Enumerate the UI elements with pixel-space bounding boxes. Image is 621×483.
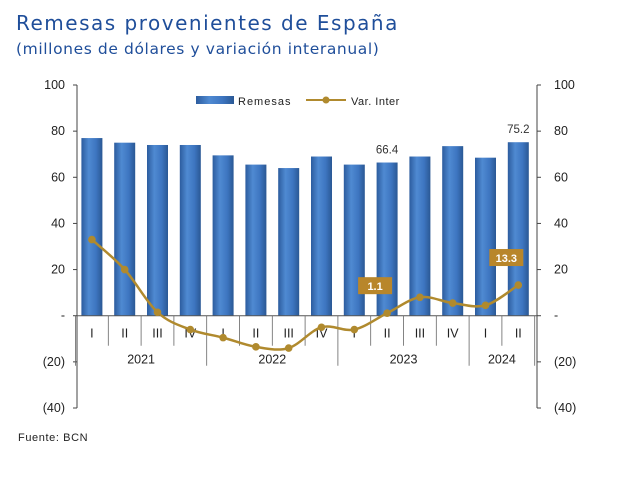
x-year-label: 2024 (488, 353, 516, 367)
legend-bar-swatch (196, 96, 234, 104)
bar (475, 157, 496, 316)
x-category-label: II (515, 327, 522, 341)
line-point (120, 265, 129, 274)
chart-title: Remesas provenientes de España (16, 11, 399, 35)
bar (245, 164, 267, 316)
bar (409, 156, 431, 316)
bar (114, 142, 136, 316)
line-point (350, 325, 359, 334)
x-category-label: I (221, 327, 224, 341)
y-left-tick-label: (20) (43, 355, 65, 369)
bar-data-label: 75.2 (507, 124, 529, 136)
x-year-label: 2023 (390, 353, 418, 367)
bar (507, 142, 529, 316)
x-category-label: II (384, 327, 391, 341)
line-data-label: 13.3 (496, 253, 517, 265)
y-right-tick-label: 60 (554, 170, 568, 184)
bar (147, 144, 168, 316)
x-category-label: II (252, 327, 259, 341)
bar (212, 155, 234, 316)
line-data-label-box (358, 277, 393, 295)
x-category-label: I (90, 327, 93, 341)
line-point (186, 325, 195, 334)
line-point (317, 323, 326, 332)
x-category-label: I (484, 327, 487, 341)
y-left-tick-label: 100 (44, 78, 65, 92)
bar (81, 138, 103, 316)
line-point (383, 309, 391, 317)
line-point (481, 301, 490, 310)
x-category-label: I (353, 327, 356, 341)
y-right-tick-label: 20 (554, 263, 568, 277)
y-right-tick-label: (20) (554, 355, 576, 369)
x-category-label: IV (447, 327, 459, 341)
y-left-tick-label: 40 (51, 216, 65, 230)
x-category-label: III (283, 327, 293, 341)
bar (179, 144, 201, 316)
bar (278, 168, 300, 316)
line-data-label-box (489, 249, 524, 267)
line-point (219, 333, 227, 342)
x-category-label: III (152, 327, 162, 341)
y-right-tick-label: 100 (554, 78, 575, 92)
line-point (448, 299, 457, 307)
x-category-label: IV (316, 327, 328, 341)
line-data-label: 1.1 (367, 281, 382, 293)
y-left-tick-label: - (61, 309, 65, 323)
y-left-tick-label: 60 (51, 170, 65, 184)
bar (442, 146, 464, 316)
legend: Remesas Var. Inter (196, 96, 400, 108)
legend-bar-label: Remesas (238, 96, 291, 108)
line-point (284, 344, 293, 352)
y-left-tick-label: 80 (51, 124, 65, 138)
bar (311, 156, 332, 316)
x-year-label: 2022 (258, 353, 286, 367)
y-right-tick-label: - (554, 309, 558, 323)
line-point (252, 343, 260, 351)
line-point (88, 235, 96, 244)
y-right-tick-label: (40) (554, 401, 576, 415)
y-right-tick-label: 80 (554, 124, 568, 138)
source-note: Fuente: BCN (18, 432, 89, 444)
y-left-tick-label: 20 (51, 263, 65, 277)
x-category-label: II (121, 327, 128, 341)
line-point (416, 293, 424, 302)
legend-line-marker (322, 96, 330, 104)
y-right-tick-label: 40 (554, 216, 568, 230)
bar-data-label: 66.4 (376, 145, 399, 157)
line-point (153, 308, 162, 317)
x-year-label: 2021 (127, 353, 155, 367)
line-point (514, 281, 523, 289)
legend-line-label: Var. Inter (351, 96, 400, 108)
y-left-tick-label: (40) (43, 401, 65, 415)
chart-subtitle: (millones de dólares y variación interan… (16, 40, 380, 58)
x-category-label: III (415, 327, 425, 341)
